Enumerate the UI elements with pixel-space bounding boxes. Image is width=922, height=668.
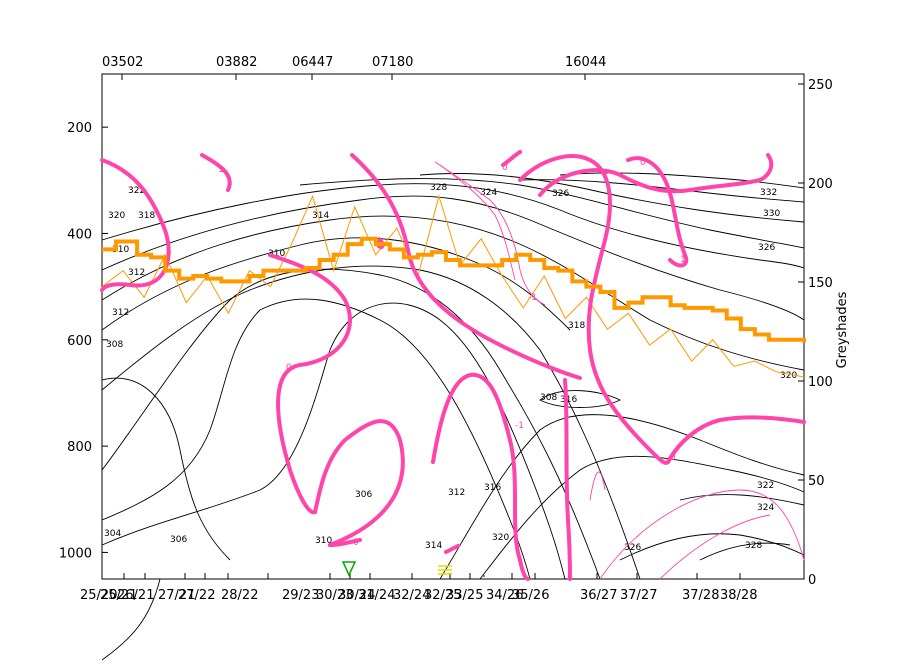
left-axis: 200 400 600 800 1000 [59,121,108,561]
contour-label: 326 [758,243,775,253]
contour-label: 308 [106,340,123,350]
bottom-axis-tick-label: 25/21 [100,588,137,603]
contour-label: 310 [112,245,129,255]
top-axis: 03502 03882 06447 07180 16044 [102,55,606,80]
orange-thick-series-line [102,236,806,343]
right-axis-tick-label: 250 [808,78,833,93]
pink-contour-label: 0 [353,538,359,548]
bottom-axis-tick-label: 31/24 [358,588,395,603]
right-axis-tick-label: 150 [808,276,833,291]
green-triangle-marker [341,561,357,577]
contour-label: 330 [763,209,780,219]
contour-label: 304 [104,529,121,539]
contour-label: 328 [745,541,762,551]
orange-thin-series-line [101,194,805,378]
thin-pink-contours [434,161,805,580]
contour-label: 320 [108,211,125,221]
right-axis-tick-label: 100 [808,375,833,390]
pink-contour-label: -1 [528,293,537,303]
bottom-axis-tick-label: 33/25 [446,588,483,603]
contour-label: 318 [568,321,585,331]
top-station-label: 16044 [565,55,606,70]
bottom-axis-tick-label: 37/28 [682,588,719,603]
bottom-axis-tick-label: 32/25 [424,588,461,603]
right-axis-tick-label: 0 [808,573,816,588]
right-axis-tick-label: 200 [808,177,833,192]
bottom-axis-tick-label: 29/23 [282,588,319,603]
bottom-axis-tick-label: 28/22 [221,588,258,603]
right-axis-tick-label: 50 [808,474,825,489]
contour-label: 328 [430,183,447,193]
contour-label: 320 [492,533,509,543]
contour-label: 324 [757,503,774,513]
bottom-axis-tick-label: 37/27 [620,588,657,603]
top-station-label: 03882 [216,55,257,70]
pink-contour-label: 0 [502,163,508,173]
contour-label: 332 [760,188,777,198]
bottom-axis-tick-label: 27/21 [158,588,195,603]
pink-contour-label: 1 [680,255,686,265]
contour-labels: 304 306 306 308 308 310 310 310 312 312 … [104,183,797,553]
pink-contour-label: 0 [640,158,646,168]
bottom-axis-tick-label: 27/22 [178,588,215,603]
contour-label: 312 [112,308,129,318]
contour-label: 314 [425,541,442,551]
bottom-axis-tick-label: 38/28 [720,588,757,603]
contour-label: 316 [484,483,501,493]
contour-label: 322 [128,186,145,196]
plot-frame [101,73,805,580]
pink-contour-label: 0 [286,363,292,373]
left-axis-tick-label: 400 [67,227,92,242]
pink-contour-label: -1 [515,421,524,431]
bottom-axis-tick-label: 35/26 [512,588,549,603]
contour-label: 306 [170,535,187,545]
pink-contour-label: 1 [218,165,224,175]
contour-label: 306 [355,490,372,500]
pink-contour-labels: 0 0 0 0 0 1 1 -1 -1 [218,158,686,548]
bottom-axis-tick-label: 30/24 [338,588,375,603]
isentrope-contours [101,172,805,661]
bottom-axis-tick-label: 34/26 [486,588,523,603]
thick-pink-contours [100,150,806,581]
contour-label: 326 [624,543,641,553]
bottom-axis-tick-label: 25/20 [80,588,117,603]
bottom-axis-tick-label: 36/27 [580,588,617,603]
contour-label: 312 [448,488,465,498]
contour-label: 316 [560,395,577,405]
bottom-axis-tick-label: 26/21 [117,588,154,603]
right-axis-title: Greyshades [835,291,850,368]
top-station-label: 07180 [372,55,413,70]
left-axis-tick-label: 200 [67,121,92,136]
contour-label: 320 [780,371,797,381]
contour-label: 326 [552,189,569,199]
bottom-axis-tick-label: 30/23 [316,588,353,603]
green-dot-marker [483,575,485,577]
yellow-equals-marker [438,565,452,575]
contour-label: 308 [540,393,557,403]
contour-label: 310 [268,249,285,259]
left-axis-tick-label: 800 [67,440,92,455]
top-station-label: 06447 [292,55,333,70]
contour-label: 314 [312,211,329,221]
contour-label: 322 [757,481,774,491]
contour-label: 318 [138,211,155,221]
top-station-label: 03502 [102,55,143,70]
right-axis: 0 50 100 150 200 250 [798,78,833,588]
left-axis-tick-label: 600 [67,334,92,349]
contour-label: 324 [480,188,497,198]
contour-label: 310 [315,536,332,546]
bottom-axis-tick-label: 32/24 [393,588,430,603]
left-axis-tick-label: 1000 [59,546,92,561]
pink-contour-label: 0 [670,453,676,463]
contour-label: 312 [128,268,145,278]
